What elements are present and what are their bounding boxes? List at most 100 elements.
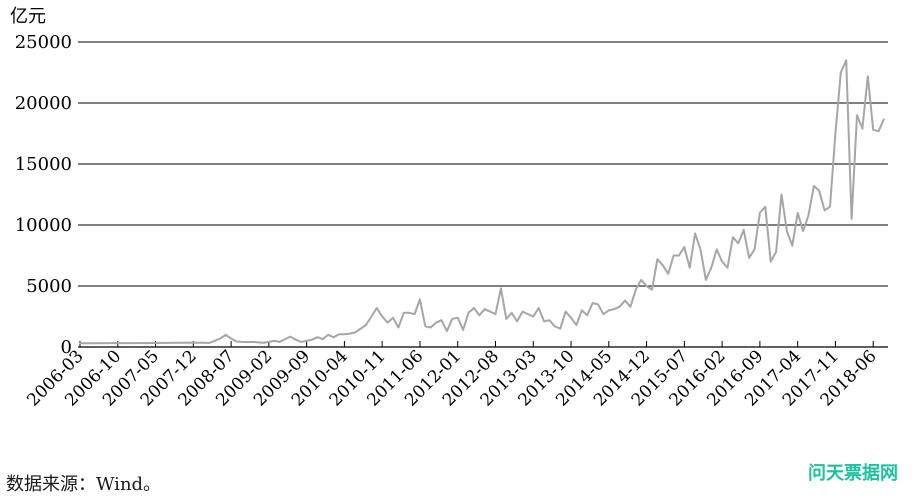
- data-point: [300, 341, 302, 343]
- data-point: [376, 307, 378, 309]
- data-point: [516, 320, 518, 322]
- data-point: [705, 279, 707, 281]
- data-point: [413, 313, 416, 315]
- data-point: [694, 232, 696, 235]
- data-point: [548, 319, 551, 321]
- y-tick-label: 0: [61, 337, 72, 358]
- data-point: [554, 325, 556, 327]
- y-unit-label: 亿元: [10, 6, 46, 27]
- data-point: [446, 330, 448, 332]
- data-point: [311, 339, 313, 341]
- data-point: [602, 313, 605, 315]
- data-point: [807, 214, 810, 216]
- data-point: [192, 342, 194, 344]
- data-point: [467, 312, 470, 314]
- data-point: [764, 206, 766, 208]
- data-point: [392, 317, 394, 319]
- data-point: [818, 190, 820, 192]
- data-point: [354, 331, 356, 333]
- data-point: [743, 229, 745, 231]
- data-point: [829, 206, 831, 208]
- series-group: [79, 59, 885, 345]
- data-point: [613, 308, 615, 310]
- data-point: [748, 257, 750, 259]
- data-point: [343, 333, 346, 335]
- data-point: [268, 341, 270, 343]
- data-point: [327, 334, 329, 336]
- data-point: [721, 261, 723, 263]
- data-point: [489, 311, 491, 313]
- data-point: [235, 340, 238, 343]
- data-point: [737, 242, 739, 244]
- data-point: [527, 313, 529, 315]
- data-point: [635, 289, 637, 291]
- data-point: [732, 236, 734, 238]
- data-point: [656, 258, 658, 260]
- data-point: [230, 337, 232, 340]
- data-point: [678, 254, 680, 257]
- data-point: [279, 341, 281, 343]
- data-point: [419, 298, 421, 301]
- data-point: [872, 129, 874, 131]
- data-point: [840, 71, 842, 74]
- data-point: [575, 324, 578, 326]
- data-point: [797, 212, 799, 214]
- data-point: [618, 306, 621, 308]
- data-point: [219, 337, 221, 340]
- data-point: [473, 307, 475, 309]
- data-point: [565, 311, 567, 313]
- data-point: [338, 333, 340, 335]
- data-point: [586, 314, 588, 316]
- data-point: [408, 312, 410, 314]
- data-point: [532, 315, 534, 318]
- data-point: [716, 248, 718, 250]
- data-point: [570, 317, 572, 319]
- source-note: 数据来源：Wind。: [6, 474, 162, 495]
- y-tick-label: 10000: [15, 215, 72, 236]
- data-point: [494, 313, 497, 315]
- y-tick-label: 5000: [26, 276, 72, 297]
- data-point: [851, 218, 853, 220]
- data-point: [597, 303, 599, 305]
- data-point: [813, 185, 815, 187]
- data-point: [759, 212, 761, 214]
- data-point: [273, 340, 275, 342]
- data-point: [845, 59, 847, 61]
- data-point: [867, 75, 869, 77]
- data-point: [262, 342, 265, 344]
- data-point: [645, 285, 648, 287]
- data-point: [440, 319, 443, 321]
- data-point: [834, 132, 837, 135]
- data-point: [500, 287, 502, 290]
- data-point: [359, 328, 362, 330]
- data-point: [824, 209, 826, 211]
- data-point: [511, 312, 513, 314]
- data-point: [624, 300, 626, 302]
- y-tick-label: 20000: [15, 93, 72, 114]
- x-axis: 2006-032006-102007-052007-122008-072009-…: [23, 341, 888, 410]
- data-point: [295, 339, 297, 341]
- data-point: [775, 251, 777, 253]
- data-point: [689, 267, 691, 269]
- data-point: [457, 317, 459, 319]
- data-point: [252, 341, 254, 343]
- line-chart: 0 5000 10000 15000 20000 25000 2006-032006-10…: [10, 6, 888, 410]
- data-point: [322, 338, 324, 340]
- data-point: [381, 315, 383, 318]
- data-point: [581, 309, 583, 311]
- data-point: [430, 326, 432, 329]
- data-point: [505, 318, 507, 320]
- data-point: [397, 326, 399, 329]
- data-point: [559, 328, 561, 330]
- data-point: [451, 318, 453, 320]
- data-point: [608, 309, 610, 311]
- data-point: [543, 320, 545, 322]
- y-axis-ticks: 0 5000 10000 15000 20000 25000: [15, 32, 72, 358]
- data-point: [629, 306, 631, 308]
- data-point: [883, 118, 885, 120]
- data-point: [117, 342, 119, 344]
- data-point: [246, 341, 248, 343]
- data-point: [521, 311, 524, 313]
- data-point: [662, 264, 664, 266]
- data-point: [791, 245, 793, 247]
